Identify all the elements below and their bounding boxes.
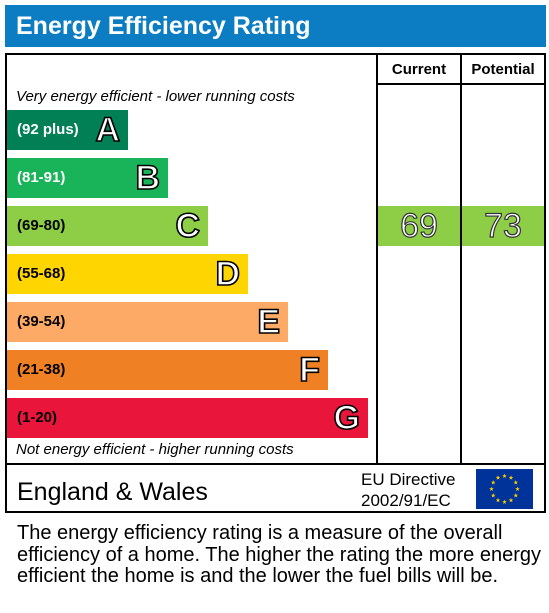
chart-title: Energy Efficiency Rating bbox=[5, 5, 546, 47]
band-range: (92 plus) bbox=[17, 121, 79, 138]
band-range: (69-80) bbox=[17, 217, 66, 234]
band-letter: E bbox=[257, 302, 281, 342]
flag-star bbox=[495, 497, 501, 503]
flag-star bbox=[495, 475, 501, 480]
top-note: Very energy efficient - lower running co… bbox=[16, 88, 295, 105]
flag-star bbox=[515, 486, 520, 491]
flag-star bbox=[502, 473, 507, 478]
band-letter: F bbox=[298, 350, 320, 390]
flag-star bbox=[508, 475, 514, 480]
band-range: (39-54) bbox=[17, 313, 66, 330]
band-letter: D bbox=[215, 254, 241, 294]
current-column-divider bbox=[376, 55, 378, 465]
current-column-header: Current bbox=[391, 61, 447, 78]
flag-star bbox=[490, 493, 496, 498]
footer-divider bbox=[7, 463, 544, 465]
band-range: (55-68) bbox=[17, 265, 66, 282]
band-letter: G bbox=[333, 398, 361, 438]
eu-flag-icon bbox=[476, 469, 533, 509]
header-row-divider bbox=[376, 83, 544, 85]
directive-line-2: 2002/91/EC bbox=[361, 491, 451, 510]
band-a: (92 plus) A bbox=[7, 110, 128, 150]
rating-frame: Current Potential Very energy efficient … bbox=[5, 53, 546, 513]
current-score: 69 bbox=[378, 206, 460, 246]
band-c: (69-80) C bbox=[7, 206, 208, 246]
flag-star bbox=[508, 497, 514, 503]
band-d: (55-68) D bbox=[7, 254, 248, 294]
band-f: (21-38) F bbox=[7, 350, 328, 390]
description-text: The energy efficiency rating is a measur… bbox=[17, 522, 542, 587]
region-label: England & Wales bbox=[17, 478, 208, 506]
band-letter: C bbox=[175, 206, 201, 246]
flag-star bbox=[489, 486, 494, 491]
bottom-note: Not energy efficient - higher running co… bbox=[16, 441, 294, 458]
band-range: (81-91) bbox=[17, 169, 66, 186]
band-b: (81-91) B bbox=[7, 158, 168, 198]
band-e: (39-54) E bbox=[7, 302, 288, 342]
band-letter: A bbox=[95, 110, 121, 150]
flag-star bbox=[513, 493, 519, 498]
potential-score: 73 bbox=[462, 206, 544, 246]
flag-star bbox=[490, 480, 496, 485]
band-range: (1-20) bbox=[17, 409, 58, 426]
band-letter: B bbox=[135, 158, 161, 198]
flag-star bbox=[502, 499, 507, 504]
band-g: (1-20) G bbox=[7, 398, 368, 438]
potential-column-header: Potential bbox=[471, 61, 535, 78]
band-range: (21-38) bbox=[17, 361, 66, 378]
directive-line-1: EU Directive bbox=[361, 470, 456, 489]
eu-directive: EU Directive 2002/91/EC bbox=[361, 469, 455, 511]
flag-star bbox=[513, 480, 519, 485]
potential-column-divider bbox=[460, 55, 462, 465]
